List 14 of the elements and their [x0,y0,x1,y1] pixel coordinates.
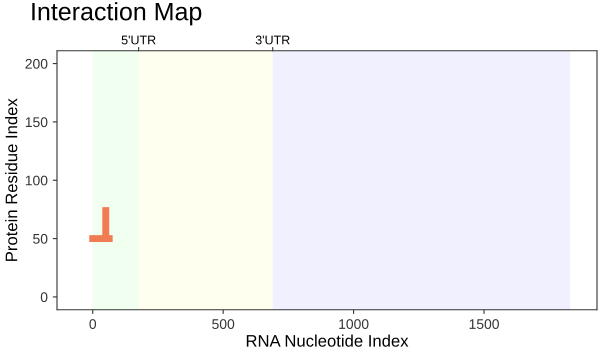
y-axis-title: Protein Residue Index [5,98,18,261]
x-tick-label: 1500 [470,319,499,329]
x-tick-label: 1000 [339,319,369,329]
chart-title: Interaction Map [32,2,202,26]
y-tick-label: 50 [33,234,48,244]
y-tick-label: 0 [40,292,48,302]
ref-line-label: 3'UTR [256,36,290,44]
y-tick-label: 200 [26,58,48,69]
x-tick-label: 500 [212,319,234,329]
y-tick-label: 100 [26,176,48,186]
x-axis-title: RNA Nucleotide Index [246,334,408,347]
x-tick-label: 0 [89,319,96,329]
ref-line-label: 5'UTR [122,36,156,44]
y-tick-label: 150 [26,117,48,128]
